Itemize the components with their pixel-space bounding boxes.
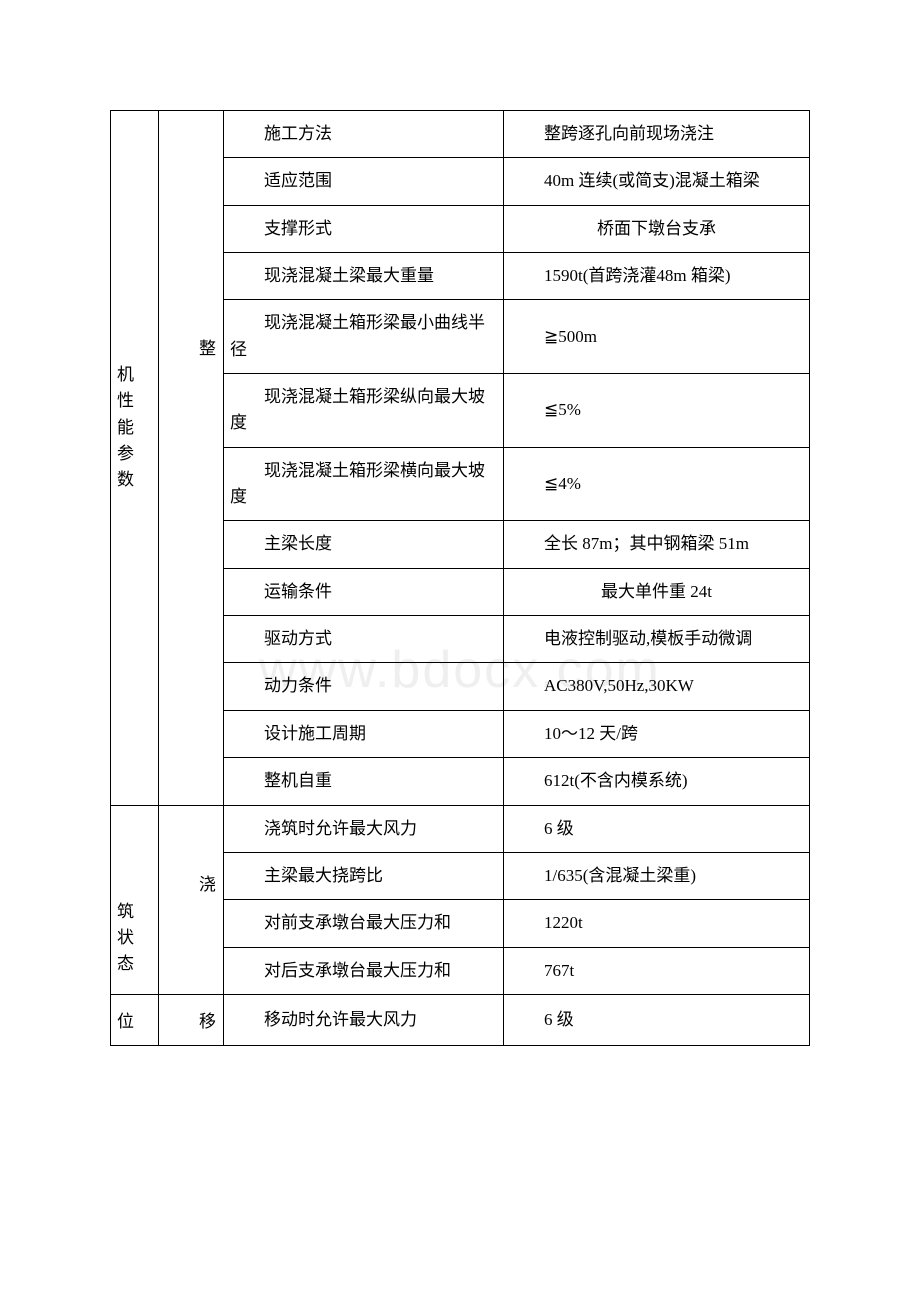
param-value: 电液控制驱动,模板手动微调: [504, 616, 810, 663]
param-name: 浇筑时允许最大风力: [224, 805, 504, 852]
param-value: 40m 连续(或简支)混凝土箱梁: [504, 158, 810, 205]
param-name: 主梁长度: [224, 521, 504, 568]
group-label-b: 整: [159, 111, 224, 806]
param-value: 1/635(含混凝土梁重): [504, 852, 810, 899]
param-value: 6 级: [504, 805, 810, 852]
param-name: 支撑形式: [224, 205, 504, 252]
param-value: AC380V,50Hz,30KW: [504, 663, 810, 710]
group-label-b: 移: [159, 994, 224, 1045]
param-name: 移动时允许最大风力: [224, 994, 504, 1045]
param-name: 主梁最大挠跨比: [224, 852, 504, 899]
param-name: 施工方法: [224, 111, 504, 158]
param-name: 运输条件: [224, 568, 504, 615]
page: www.bdocx.com 机性能参数 整施工方法整跨逐孔向前现场浇注适应范围4…: [0, 0, 920, 1302]
param-value: 6 级: [504, 994, 810, 1045]
table-row: 筑状态 浇浇筑时允许最大风力6 级: [111, 805, 810, 852]
param-name: 设计施工周期: [224, 710, 504, 757]
param-name: 对前支承墩台最大压力和: [224, 900, 504, 947]
param-name: 驱动方式: [224, 616, 504, 663]
param-value: 整跨逐孔向前现场浇注: [504, 111, 810, 158]
param-value: ≦4%: [504, 447, 810, 521]
param-value: 1220t: [504, 900, 810, 947]
table-row: 机性能参数 整施工方法整跨逐孔向前现场浇注: [111, 111, 810, 158]
group-label-a: 机性能参数: [111, 111, 159, 806]
group-label-a: 筑状态: [111, 805, 159, 994]
param-value: 最大单件重 24t: [504, 568, 810, 615]
group-label-b: 浇: [159, 805, 224, 994]
group-label-a: 位: [111, 994, 159, 1045]
param-name: 现浇混凝土箱形梁最小曲线半径: [224, 300, 504, 374]
param-name: 对后支承墩台最大压力和: [224, 947, 504, 994]
param-value: ≧500m: [504, 300, 810, 374]
param-name: 适应范围: [224, 158, 504, 205]
param-value: 767t: [504, 947, 810, 994]
param-value: 全长 87m；其中钢箱梁 51m: [504, 521, 810, 568]
param-value: 10～12 天/跨: [504, 710, 810, 757]
param-value: 桥面下墩台支承: [504, 205, 810, 252]
param-name: 动力条件: [224, 663, 504, 710]
param-name: 现浇混凝土箱形梁纵向最大坡度: [224, 374, 504, 448]
param-name: 整机自重: [224, 758, 504, 805]
param-value: 612t(不含内模系统): [504, 758, 810, 805]
table-row: 位移移动时允许最大风力6 级: [111, 994, 810, 1045]
param-name: 现浇混凝土梁最大重量: [224, 253, 504, 300]
param-name: 现浇混凝土箱形梁横向最大坡度: [224, 447, 504, 521]
param-value: ≦5%: [504, 374, 810, 448]
param-value: 1590t(首跨浇灌48m 箱梁): [504, 253, 810, 300]
spec-table: 机性能参数 整施工方法整跨逐孔向前现场浇注适应范围40m 连续(或简支)混凝土箱…: [110, 110, 810, 1046]
